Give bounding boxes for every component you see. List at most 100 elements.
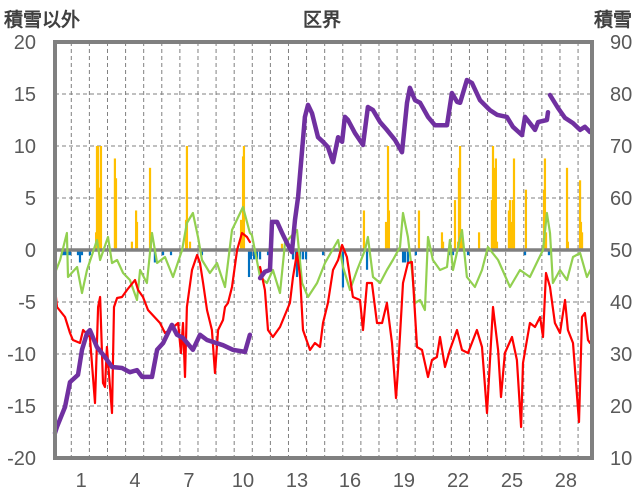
negative-bar	[414, 250, 417, 256]
plot-frame	[53, 40, 594, 460]
snowfall-bar	[280, 243, 284, 250]
y-tick-label: 5	[25, 188, 36, 210]
negative-bar	[466, 250, 470, 256]
snow-depth-line	[52, 77, 593, 436]
lines	[52, 77, 594, 436]
y-tick-label: 0	[25, 240, 36, 262]
snowfall-bar	[524, 189, 528, 250]
x-tick-label: 4	[129, 470, 140, 492]
snowfall-bar	[185, 146, 189, 250]
y-tick-label: -15	[7, 396, 36, 418]
snowfall-bar	[543, 158, 547, 250]
y-axis-left-label: 積雪以外	[4, 8, 80, 31]
snowfall-bar	[387, 210, 391, 250]
y-tick-label: -20	[7, 448, 36, 470]
snowfall-bar	[441, 241, 445, 250]
snowfall-bar	[566, 241, 570, 250]
snowfall-bar	[96, 146, 100, 250]
negative-bar	[406, 250, 410, 263]
grid	[55, 42, 592, 458]
negative-bar	[295, 250, 299, 278]
y2-tick-label: 70	[610, 136, 632, 158]
negative-bar	[200, 250, 204, 256]
negative-bar	[304, 250, 308, 260]
negative-bar	[547, 250, 551, 256]
x-tick-label: 16	[339, 470, 361, 492]
negative-bar	[62, 250, 66, 256]
negative-bar	[64, 250, 68, 256]
negative-bar	[258, 250, 262, 260]
y2-tick-label: 40	[610, 292, 632, 314]
snowfall-bar	[114, 178, 118, 250]
snowfall-bar	[508, 200, 512, 250]
x-tick-label: 22	[447, 470, 469, 492]
negative-bar	[88, 250, 92, 256]
snowfall-bar	[578, 180, 582, 250]
negative-bar	[291, 250, 295, 260]
snowfall-bar	[362, 210, 366, 250]
snowfall-bar	[458, 146, 462, 250]
x-tick-label: 13	[286, 470, 308, 492]
snowfall-bar	[386, 146, 390, 250]
negative-bar	[249, 250, 253, 260]
snowfall-bar	[494, 158, 497, 250]
snowfall-bar	[188, 241, 192, 250]
x-tick-label: 10	[232, 470, 254, 492]
negative-bar	[169, 250, 173, 256]
snowfall-bar	[384, 221, 388, 250]
negative-bar	[451, 250, 455, 256]
chart-title: 区界	[303, 9, 341, 31]
snowfall-bar	[135, 221, 139, 250]
y-tick-label: 10	[14, 136, 36, 158]
y2-tick-label: 80	[610, 84, 632, 106]
snowfall-bar	[460, 232, 464, 250]
x-tick-label: 28	[555, 470, 577, 492]
negative-bar	[161, 250, 165, 256]
y-tick-label: 15	[14, 84, 36, 106]
snowfall-bar	[453, 200, 457, 250]
y2-tick-label: 90	[610, 32, 632, 54]
negative-bar	[365, 250, 369, 270]
snowfall-bar	[491, 146, 495, 250]
green-series-line	[53, 205, 594, 312]
snowfall-bar	[242, 146, 246, 250]
y-tick-label: -10	[7, 344, 36, 366]
y2-tick-label: 30	[610, 344, 632, 366]
negative-bar	[80, 250, 84, 256]
snowfall-bar	[130, 241, 134, 250]
bars	[55, 146, 592, 288]
negative-bar	[321, 250, 325, 256]
y2-tick-label: 10	[610, 448, 632, 470]
x-tick-label: 1	[76, 470, 87, 492]
y2-tick-label: 50	[610, 240, 632, 262]
negative-bar	[247, 250, 251, 278]
negative-bar	[68, 250, 72, 256]
snowfall-bar	[148, 167, 152, 250]
y-tick-label: -5	[18, 292, 36, 314]
negative-bar	[252, 250, 256, 260]
y-tick-label: 20	[14, 32, 36, 54]
x-tick-label: 25	[501, 470, 523, 492]
x-tick-label: 19	[393, 470, 415, 492]
negative-bar	[403, 250, 407, 263]
snowfall-bar	[565, 167, 569, 250]
negative-bar	[301, 250, 305, 260]
snowfall-bar	[417, 210, 421, 250]
snowfall-bar	[580, 232, 584, 250]
snowfall-bar	[477, 232, 481, 250]
negative-bar	[401, 250, 405, 263]
snowfall-bar	[495, 241, 499, 250]
negative-bar	[523, 250, 527, 256]
x-tick-label: 7	[183, 470, 194, 492]
negative-bar	[266, 250, 270, 256]
y2-tick-label: 20	[610, 396, 632, 418]
red-series-line	[53, 231, 592, 429]
snowfall-bar	[99, 146, 103, 250]
snowfall-bar	[440, 232, 444, 250]
snowfall-bar	[544, 232, 548, 250]
negative-bar	[78, 250, 82, 263]
y-axis-right-label: 積雪	[594, 8, 632, 31]
y2-tick-label: 60	[610, 188, 632, 210]
